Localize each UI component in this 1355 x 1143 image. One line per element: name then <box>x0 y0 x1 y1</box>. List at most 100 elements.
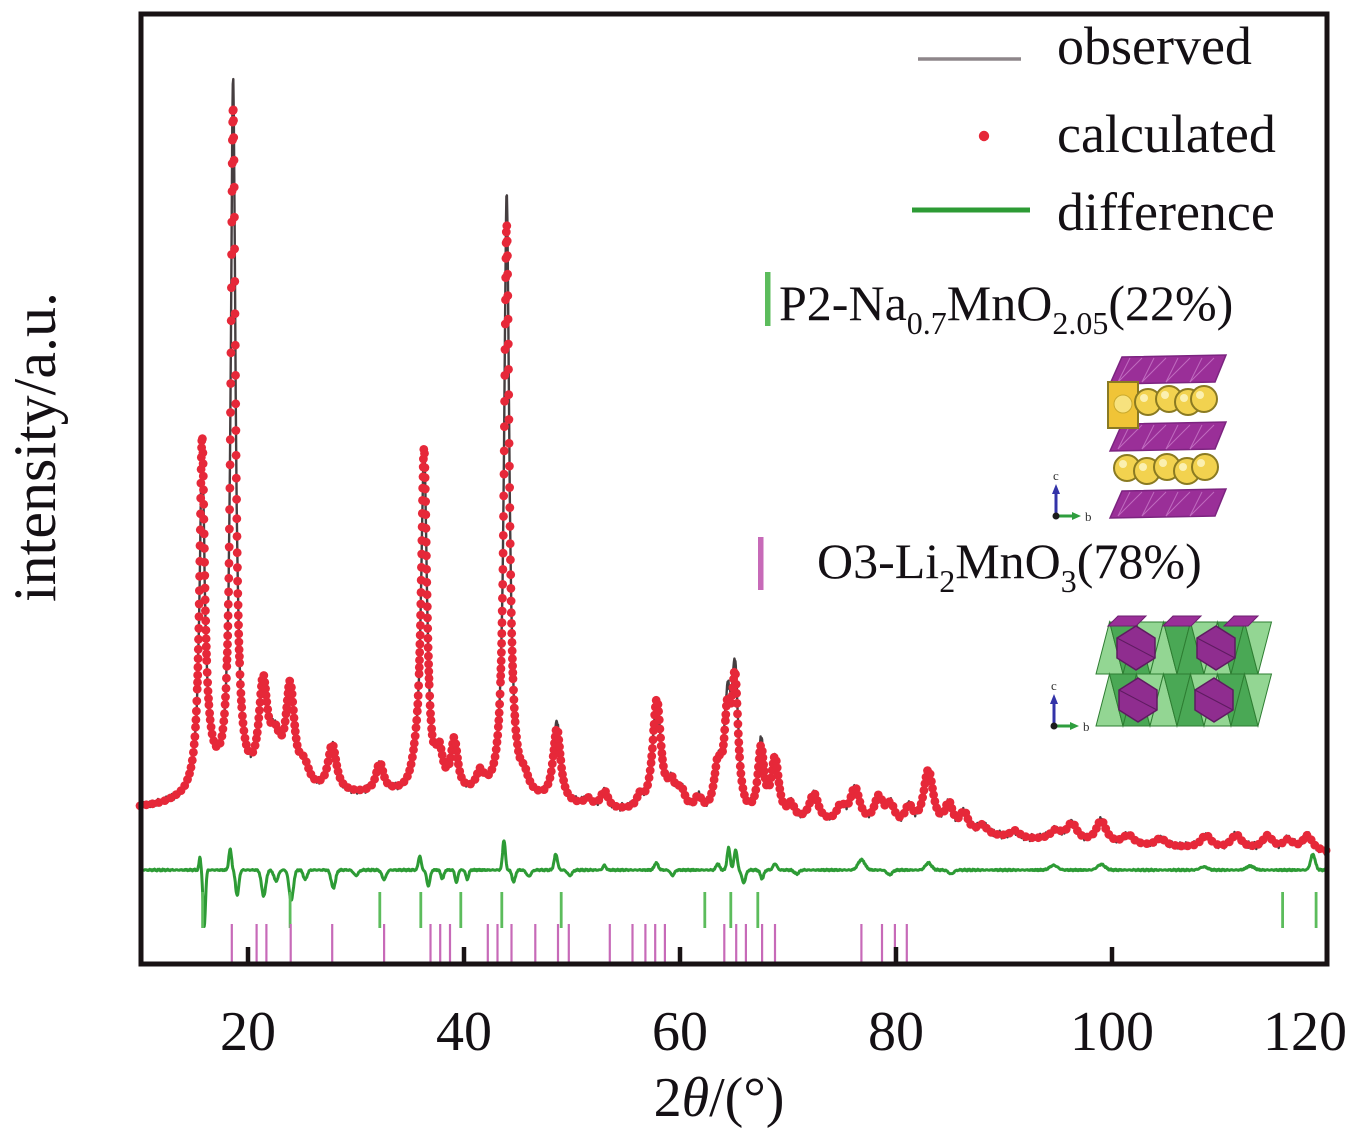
calculated-data-dot <box>328 741 338 751</box>
calculated-data-dot <box>758 753 768 762</box>
calculated-data-dot <box>201 606 210 616</box>
calculated-data-dot <box>233 576 243 586</box>
calculated-data-dot <box>421 510 431 520</box>
calculated-data-dot <box>409 738 419 748</box>
calculated-data-dot <box>190 732 200 741</box>
slab-edge-line <box>1165 491 1179 517</box>
calculated-data-dot <box>503 291 513 301</box>
calculated-data-dot <box>710 769 720 778</box>
calculated-data-dot <box>424 673 434 683</box>
calculated-data-dot <box>659 761 668 771</box>
na-atom-highlight <box>1140 394 1148 402</box>
calculated-data-dot <box>239 726 249 736</box>
slab-edge-line <box>1189 357 1215 383</box>
calculated-data-dot <box>507 646 517 656</box>
calculated-data-dot <box>424 667 434 676</box>
calculated-data-dot <box>233 563 242 572</box>
slab-edge-line <box>1117 357 1131 383</box>
calculated-data-dot <box>719 740 728 750</box>
calculated-data-dot <box>751 785 761 795</box>
slab-edge-line <box>1117 491 1131 517</box>
calculated-data-dot <box>421 537 431 547</box>
legend: observed calculated difference <box>912 16 1276 242</box>
calculated-data-dot <box>201 642 211 651</box>
plot-border <box>138 11 1330 967</box>
calculated-data-dot <box>929 790 938 800</box>
calculated-data-dot <box>223 621 233 631</box>
calculated-data-dot <box>496 656 506 666</box>
calculated-data-dot <box>262 697 272 707</box>
slab-edge-line <box>1141 491 1155 517</box>
slab-edge-line <box>1189 357 1203 383</box>
calculated-data-dot <box>230 244 240 254</box>
calculated-data-dot <box>219 716 229 726</box>
calculated-data-dot <box>424 659 433 669</box>
calculated-data-dot <box>737 776 747 786</box>
calculated-data-dot <box>204 700 214 710</box>
x-tick-label: 120 <box>1263 1001 1347 1063</box>
calculated-data-dot <box>205 715 215 725</box>
legend-label-difference: difference <box>1057 182 1275 242</box>
na-atom <box>1191 453 1219 481</box>
calculated-data-dot <box>218 724 228 734</box>
calculated-data-dot <box>215 738 225 748</box>
calculated-data-dot <box>330 748 339 757</box>
calculated-data-dot <box>287 689 297 699</box>
calculated-data-dot <box>771 756 781 766</box>
c-axis-arrowhead <box>1050 694 1058 704</box>
calculated-data-dot <box>426 715 436 725</box>
calculated-data-dot <box>919 786 929 795</box>
calculated-data-dot <box>497 639 506 648</box>
calculated-data-dot <box>495 689 505 699</box>
axis-origin-dot <box>1050 722 1058 730</box>
calculated-data-dot <box>414 681 423 690</box>
calculated-data-dot <box>289 705 298 715</box>
li-octahedron-edge <box>1116 637 1156 659</box>
calculated-data-dot <box>232 514 242 524</box>
calculated-data-dot <box>413 699 423 709</box>
calculated-data-dot <box>508 654 517 664</box>
x-tick-label: 100 <box>1070 1001 1154 1063</box>
calculated-data-dot <box>248 747 258 757</box>
calculated-data-dot <box>225 435 235 444</box>
calculated-data-dot <box>653 700 663 709</box>
calculated-data-dot <box>427 730 437 740</box>
x-axis-title: 2θ/(°) <box>654 1067 785 1129</box>
calculated-data-dot <box>235 658 245 668</box>
calculated-data-dot <box>504 365 513 374</box>
calculated-data-dot <box>496 677 505 687</box>
calculated-data-dot <box>222 673 231 683</box>
calculated-data-dot <box>498 593 507 603</box>
calculated-data-dot <box>193 670 203 680</box>
calculated-data-dot <box>193 644 203 654</box>
calculated-data-dot <box>408 752 417 762</box>
calculated-data-dot <box>234 645 244 654</box>
calculated-data-dot <box>225 524 234 534</box>
calculated-data-dot <box>423 613 432 623</box>
calculated-data-dot <box>773 771 783 780</box>
na-atom-highlight <box>1197 459 1205 467</box>
calculated-data-dot <box>420 484 430 494</box>
calculated-data-dot <box>454 759 463 769</box>
calculated-data-dot <box>230 340 240 350</box>
calculated-data-dot <box>556 755 566 765</box>
x-tick-label: 20 <box>220 1001 276 1063</box>
calculated-data-dot <box>186 763 196 772</box>
calculated-data-dot <box>290 720 300 730</box>
calculated-data-dot <box>498 531 508 540</box>
calculated-data-dot <box>505 483 514 492</box>
calculated-data-dot <box>206 722 216 732</box>
calculated-data-dot <box>234 629 244 639</box>
slab-edge-line <box>1117 357 1143 383</box>
calculated-data-dot <box>720 725 730 735</box>
calculated-data-dot <box>500 396 509 406</box>
calculated-data-dot <box>200 583 210 593</box>
calculated-data-dot <box>205 708 215 718</box>
calculated-data-dot <box>555 742 564 752</box>
calculated-data-dot <box>222 655 232 664</box>
calculated-data-dot <box>231 399 241 409</box>
calculated-data-dot <box>508 661 517 671</box>
calculated-data-dot <box>193 678 202 687</box>
calculated-data-dot <box>415 639 425 649</box>
calculated-data-dot <box>732 688 741 698</box>
